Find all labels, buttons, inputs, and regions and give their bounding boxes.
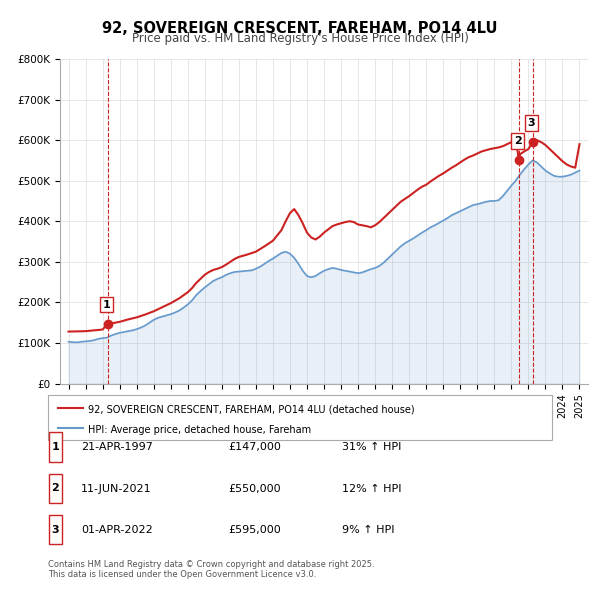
Text: 11-JUN-2021: 11-JUN-2021 — [81, 484, 152, 493]
FancyBboxPatch shape — [49, 474, 62, 503]
Text: 3: 3 — [527, 118, 535, 128]
Text: 21-APR-1997: 21-APR-1997 — [81, 442, 153, 452]
Text: £595,000: £595,000 — [228, 525, 281, 535]
Text: 1: 1 — [52, 442, 59, 452]
Text: Contains HM Land Registry data © Crown copyright and database right 2025.
This d: Contains HM Land Registry data © Crown c… — [48, 560, 374, 579]
Text: HPI: Average price, detached house, Fareham: HPI: Average price, detached house, Fare… — [88, 425, 311, 435]
Text: 92, SOVEREIGN CRESCENT, FAREHAM, PO14 4LU: 92, SOVEREIGN CRESCENT, FAREHAM, PO14 4L… — [102, 21, 498, 35]
FancyBboxPatch shape — [49, 432, 62, 461]
Text: 12% ↑ HPI: 12% ↑ HPI — [342, 484, 401, 493]
FancyBboxPatch shape — [48, 395, 552, 440]
Text: 2: 2 — [514, 136, 521, 146]
Text: 1: 1 — [103, 300, 110, 310]
Text: £550,000: £550,000 — [228, 484, 281, 493]
Text: 92, SOVEREIGN CRESCENT, FAREHAM, PO14 4LU (detached house): 92, SOVEREIGN CRESCENT, FAREHAM, PO14 4L… — [88, 405, 415, 414]
Text: 3: 3 — [52, 525, 59, 535]
Text: 01-APR-2022: 01-APR-2022 — [81, 525, 153, 535]
FancyBboxPatch shape — [49, 515, 62, 544]
Text: 31% ↑ HPI: 31% ↑ HPI — [342, 442, 401, 452]
Text: 9% ↑ HPI: 9% ↑ HPI — [342, 525, 395, 535]
Text: 2: 2 — [52, 483, 59, 493]
Text: Price paid vs. HM Land Registry's House Price Index (HPI): Price paid vs. HM Land Registry's House … — [131, 32, 469, 45]
Text: £147,000: £147,000 — [228, 442, 281, 452]
